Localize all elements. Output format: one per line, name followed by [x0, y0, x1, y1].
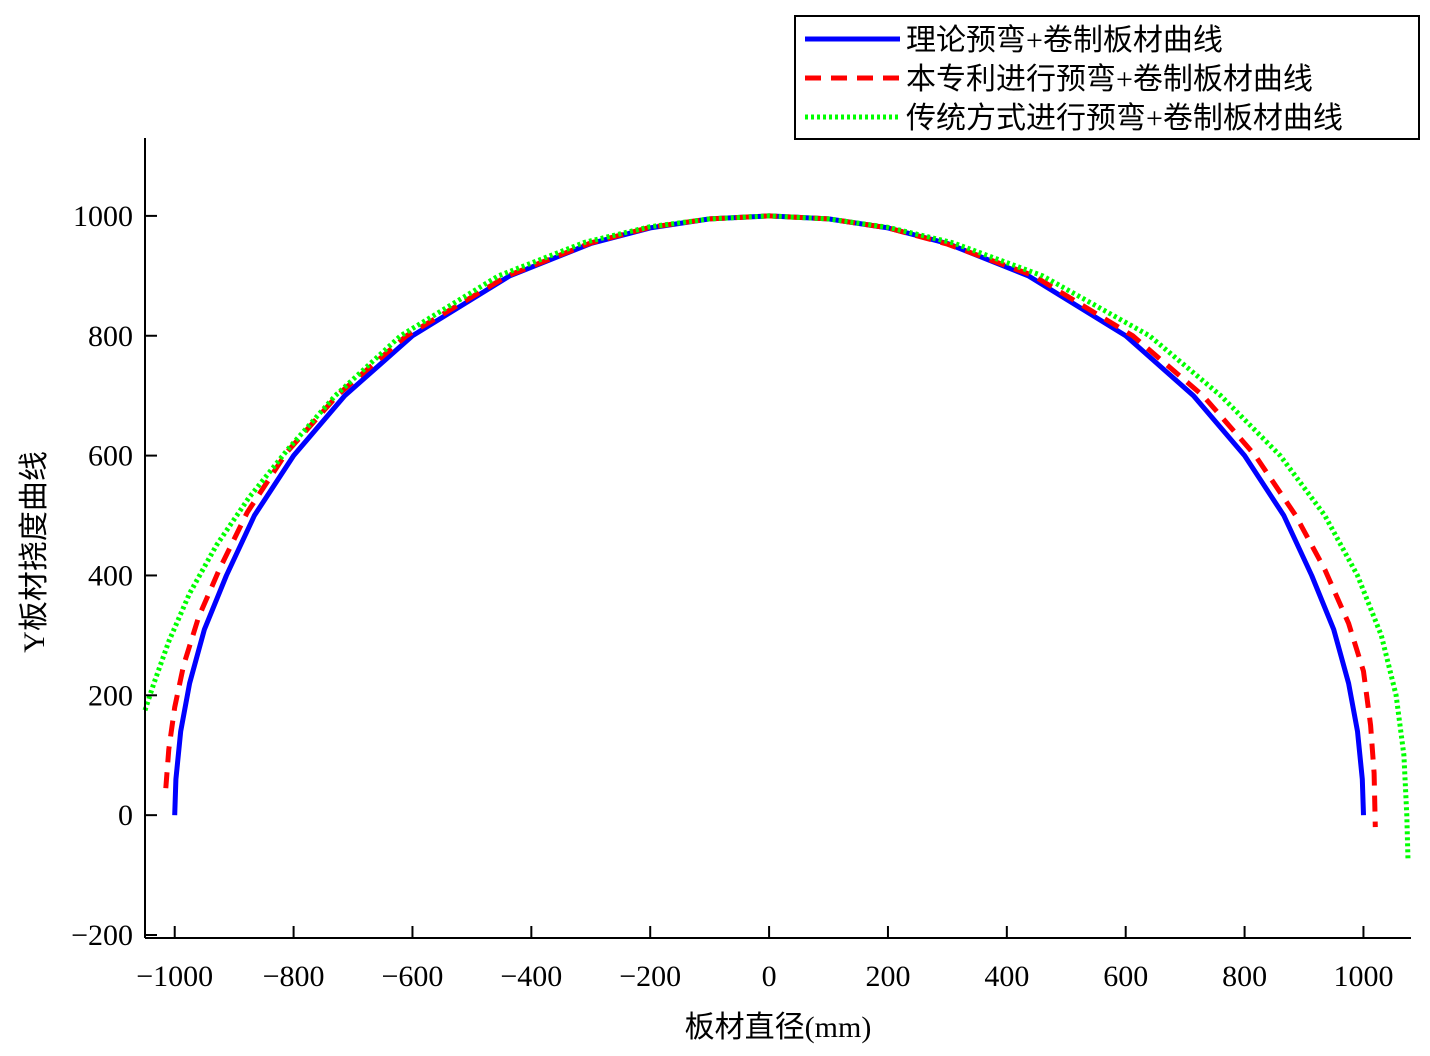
x-tick-label: −400 [500, 960, 562, 993]
y-tick-label: 400 [88, 559, 133, 592]
y-axis: −200 0 200 400 600 800 1000 [71, 138, 157, 952]
x-axis-title: 板材直径(mm) [685, 1011, 872, 1044]
y-tick-label: −200 [71, 919, 133, 952]
y-tick-label: 800 [88, 320, 133, 353]
legend-label-theory: 理论预弯+卷制板材曲线 [906, 24, 1223, 57]
y-axis-title: Y板材挠度曲线 [18, 451, 51, 653]
x-tick-label: 600 [1103, 960, 1148, 993]
series-line-0 [172, 213, 1366, 816]
legend-label-patent: 本专利进行预弯+卷制板材曲线 [906, 63, 1313, 96]
x-tick-label: −800 [263, 960, 325, 993]
y-tick-label: 0 [118, 799, 133, 832]
x-tick-label: 0 [762, 960, 777, 993]
y-tick-label: 1000 [73, 200, 133, 233]
x-tick-label: 200 [865, 960, 910, 993]
x-tick-label: 400 [984, 960, 1029, 993]
x-tick-label: −600 [382, 960, 444, 993]
x-tick-label: −200 [619, 960, 681, 993]
x-tick-label: −1000 [136, 960, 213, 993]
y-tick-label: 600 [88, 440, 133, 473]
series-line-1 [163, 213, 1378, 828]
series-line-2 [142, 213, 1411, 861]
x-tick-label: 800 [1222, 960, 1267, 993]
x-axis: −1000 −800 −600 −400 −200 0 200 400 600 800 1000 [136, 926, 1411, 993]
legend: 理论预弯+卷制板材曲线 本专利进行预弯+卷制板材曲线 传统方式进行预弯+卷制板材… [794, 15, 1420, 140]
legend-label-traditional: 传统方式进行预弯+卷制板材曲线 [906, 102, 1343, 135]
x-tick-label: 1000 [1333, 960, 1393, 993]
y-tick-label: 200 [88, 679, 133, 712]
plot-area [142, 213, 1411, 861]
